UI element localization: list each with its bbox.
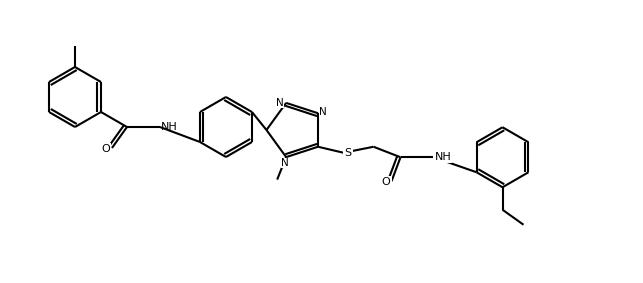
Text: O: O [382, 177, 390, 187]
Text: N: N [319, 107, 327, 117]
Text: NH: NH [161, 122, 177, 132]
Text: NH: NH [435, 152, 451, 162]
Text: N: N [276, 98, 284, 108]
Text: S: S [345, 148, 352, 158]
Text: O: O [101, 144, 110, 154]
Text: N: N [281, 158, 289, 168]
